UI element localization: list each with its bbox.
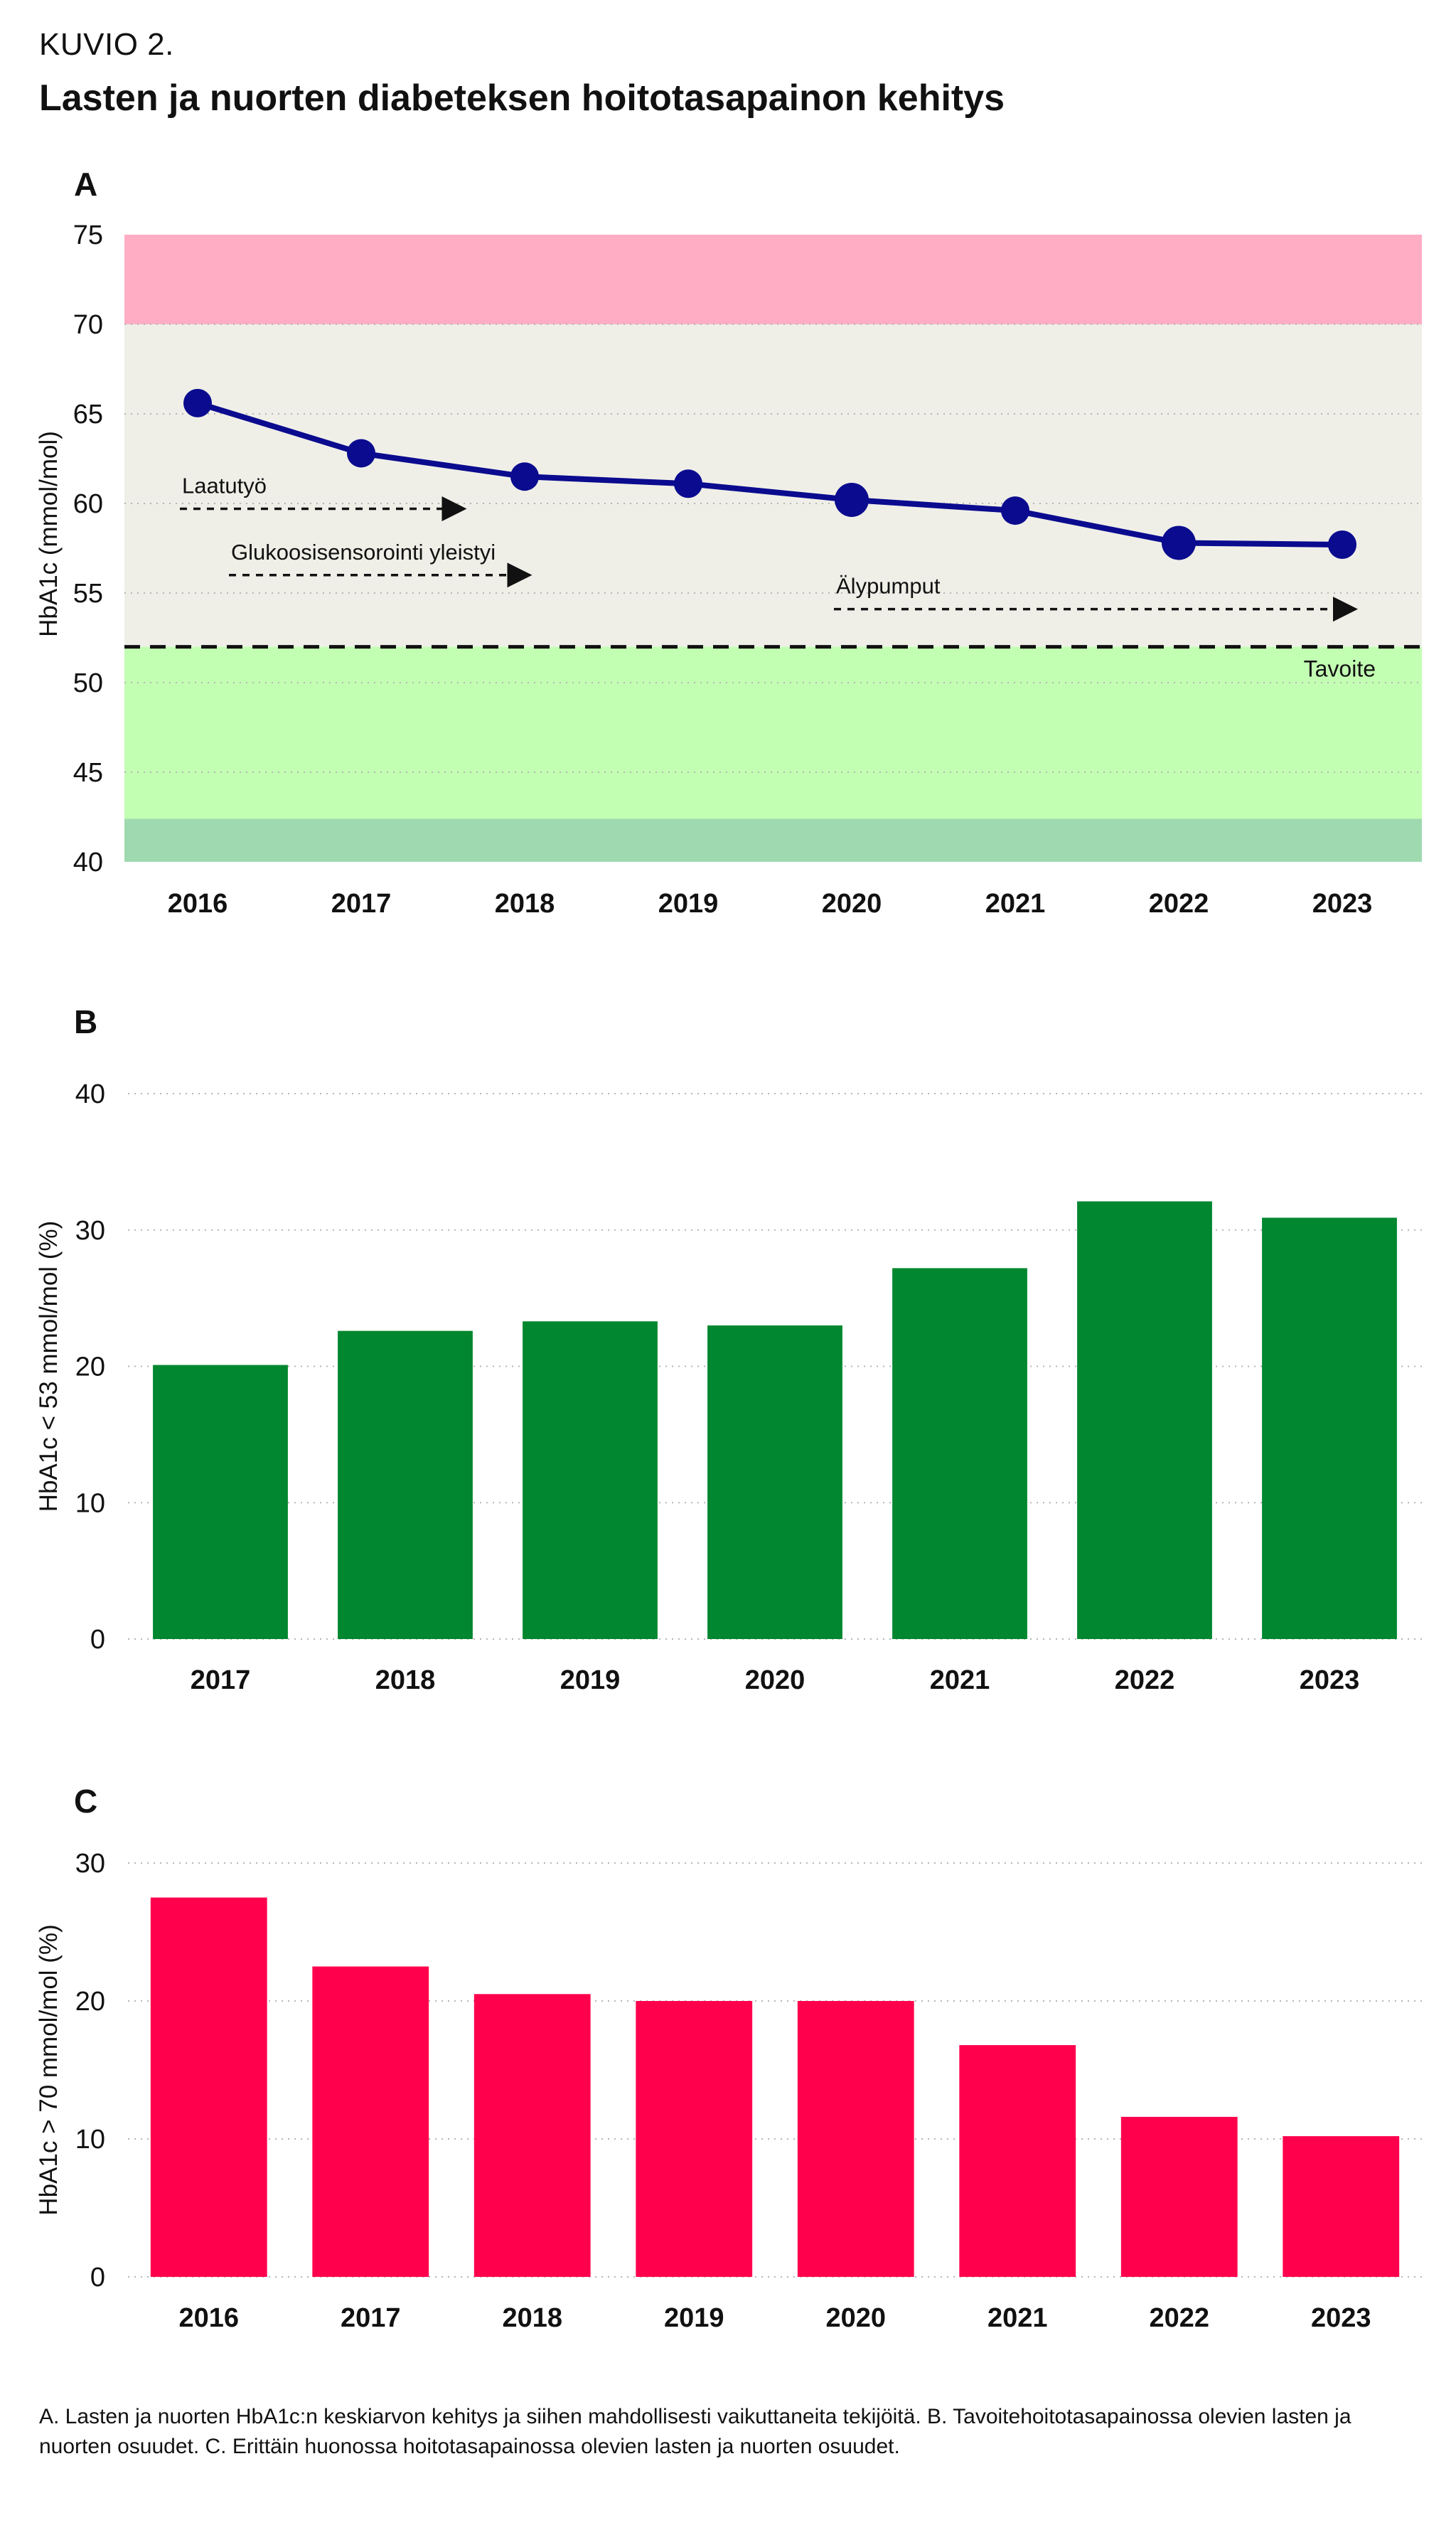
- x-tick-label: 2019: [658, 889, 719, 919]
- x-tick-label: 2020: [745, 1665, 805, 1695]
- y-tick-label: 45: [73, 758, 103, 788]
- x-tick-label: 2019: [560, 1665, 621, 1695]
- data-point: [1328, 530, 1356, 559]
- y-tick-label: 60: [73, 489, 103, 519]
- x-tick-label: 2023: [1311, 2303, 1371, 2333]
- x-tick-label: 2017: [341, 2303, 401, 2333]
- data-point: [1162, 525, 1196, 560]
- band-2: [124, 646, 1422, 819]
- annotation-label: Laatutyö: [182, 474, 267, 498]
- y-tick-label: 70: [73, 310, 103, 340]
- y-tick-label: 0: [90, 1625, 105, 1655]
- figure-label: KUVIO 2.: [39, 27, 174, 62]
- band-0: [124, 235, 1422, 324]
- x-tick-label: 2023: [1312, 889, 1373, 919]
- bar-chart-target: 0 10 20 30 40 HbA1c < 53 mmol/mol (%) 2017 2018…: [35, 1079, 1422, 1695]
- y-tick-label: 20: [75, 1987, 105, 2017]
- line-chart-hba1c: 40 45 50 55 60 65 70 75 HbA1c (mmol/mol) Tavoite L…: [35, 220, 1422, 919]
- bar: [523, 1321, 658, 1639]
- y-tick-label: 0: [90, 2263, 105, 2293]
- bar: [473, 1994, 591, 2277]
- x-tick-label: 2017: [191, 1665, 251, 1695]
- x-tick-label: 2018: [495, 889, 555, 919]
- x-tick-label: 2016: [178, 2303, 239, 2333]
- x-tick-label: 2017: [331, 889, 392, 919]
- data-point: [835, 482, 869, 517]
- x-tick-label: 2022: [1115, 1665, 1175, 1695]
- data-point: [183, 388, 212, 417]
- bar: [636, 2001, 753, 2277]
- bar: [707, 1325, 842, 1639]
- annotation-label: Älypumput: [836, 574, 941, 599]
- figure-title: Lasten ja nuorten diabeteksen hoitotasap…: [39, 78, 1005, 119]
- y-axis-label: HbA1c < 53 mmol/mol (%): [35, 1221, 63, 1512]
- x-tick-label: 2019: [664, 2303, 724, 2333]
- panel-letter-c: C: [74, 1783, 98, 1820]
- y-tick-label: 40: [73, 848, 103, 877]
- bar: [1120, 2116, 1238, 2277]
- y-tick-label: 55: [73, 579, 103, 609]
- bar-chart-poor: 0 10 20 30 HbA1c > 70 mmol/mol (%) 2016 2017 20…: [35, 1849, 1422, 2333]
- x-tick-label: 2022: [1149, 889, 1209, 919]
- y-tick-label: 20: [75, 1352, 105, 1382]
- figure-caption: A. Lasten ja nuorten HbA1c:n keskiarvon …: [39, 2405, 1351, 2458]
- bar: [338, 1330, 473, 1639]
- panel-letter-a: A: [74, 166, 98, 203]
- bar: [892, 1268, 1027, 1639]
- data-point: [674, 469, 702, 498]
- bar: [797, 2001, 914, 2277]
- y-tick-label: 40: [75, 1079, 105, 1109]
- y-tick-label: 10: [75, 2125, 105, 2155]
- x-tick-label: 2022: [1149, 2303, 1209, 2333]
- bar: [153, 1365, 288, 1639]
- x-tick-label: 2021: [930, 1665, 990, 1695]
- y-tick-label: 30: [75, 1849, 105, 1879]
- x-tick-label: 2021: [985, 889, 1046, 919]
- y-tick-label: 30: [75, 1216, 105, 1246]
- annotation-label: Glukoosisensorointi yleistyi: [231, 540, 496, 565]
- bar: [959, 2045, 1076, 2277]
- data-point: [347, 439, 375, 468]
- y-tick-label: 75: [73, 220, 103, 250]
- panel-letter-b: B: [74, 1003, 98, 1040]
- data-point: [1001, 496, 1029, 525]
- bar: [1283, 2136, 1400, 2277]
- data-point: [510, 462, 539, 491]
- x-tick-label: 2018: [375, 1665, 436, 1695]
- y-tick-label: 50: [73, 668, 103, 698]
- y-tick-label: 65: [73, 400, 103, 429]
- x-tick-label: 2023: [1300, 1665, 1360, 1695]
- target-label: Tavoite: [1304, 656, 1376, 682]
- x-tick-label: 2020: [825, 2303, 886, 2333]
- y-axis-label: HbA1c > 70 mmol/mol (%): [35, 1924, 63, 2215]
- x-tick-label: 2020: [822, 889, 882, 919]
- series-line: [196, 400, 1343, 548]
- x-tick-label: 2016: [168, 889, 228, 919]
- y-axis-label: HbA1c (mmol/mol): [35, 431, 63, 637]
- band-3: [124, 818, 1422, 862]
- band-1: [124, 324, 1422, 647]
- x-tick-label: 2021: [987, 2303, 1048, 2333]
- bar: [312, 1966, 429, 2277]
- bar: [1262, 1217, 1397, 1639]
- x-tick-label: 2018: [502, 2303, 562, 2333]
- bar: [150, 1897, 267, 2277]
- bar: [1077, 1201, 1212, 1639]
- y-tick-label: 10: [75, 1488, 105, 1518]
